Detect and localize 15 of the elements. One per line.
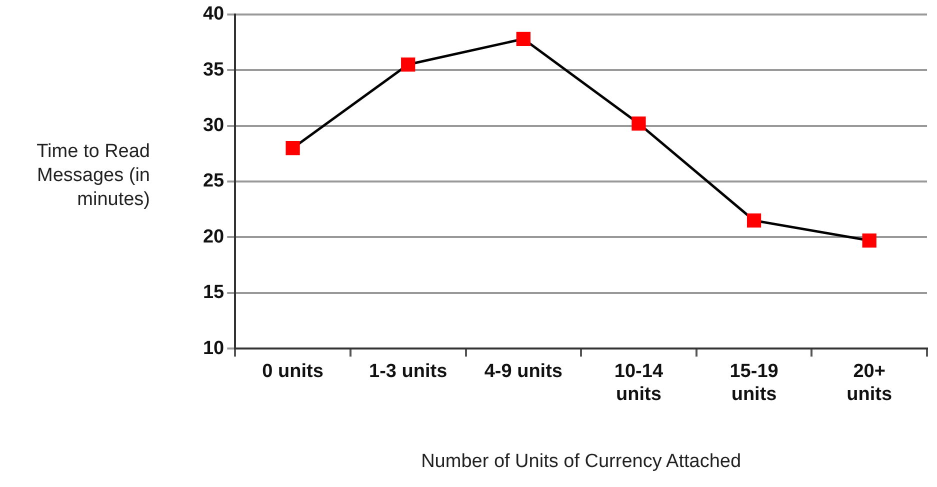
y-axis-title: Time to Read Messages (in minutes) [36, 140, 150, 212]
y-tick-label: 40 [202, 4, 224, 25]
x-tick-label: 10-14 units [614, 361, 664, 406]
y-tick-label: 10 [202, 338, 224, 359]
x-tick-label: 1-3 units [369, 361, 448, 382]
x-axis-title: Number of Units of Currency Attached [421, 450, 742, 472]
x-tick-label: 20+ units [846, 361, 892, 406]
y-tick-label: 30 [202, 115, 224, 136]
x-tick-label: 15-19 units [730, 361, 778, 406]
y-tick-label: 35 [202, 59, 225, 80]
y-tick-label: 15 [202, 282, 225, 304]
x-tick-label: 0 units [262, 361, 324, 382]
y-tick-label: 20 [202, 226, 224, 248]
y-tick-label: 25 [202, 170, 225, 192]
x-tick-label: 4-9 units [484, 361, 562, 382]
